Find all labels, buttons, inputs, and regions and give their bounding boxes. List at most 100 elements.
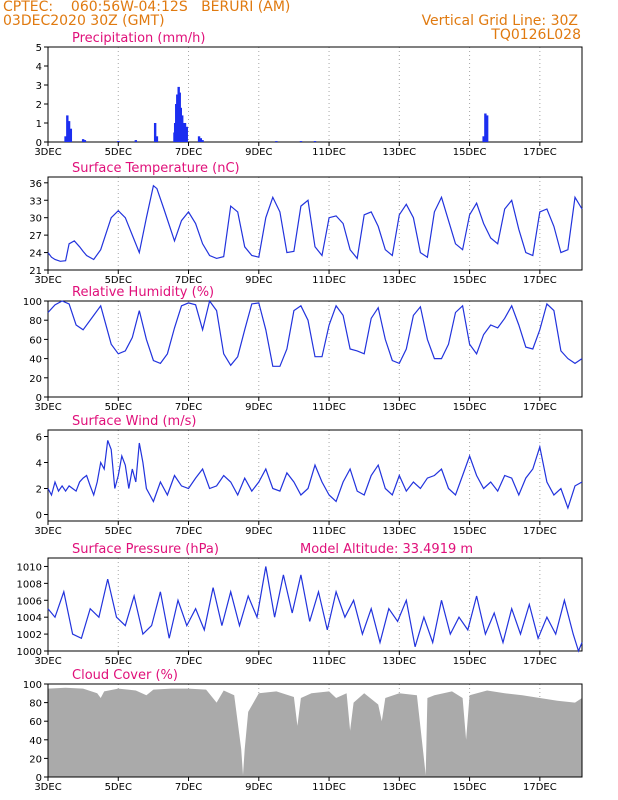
x-tick-label: 13DEC — [382, 656, 416, 667]
panel-3 — [44, 299, 583, 401]
x-tick-label: 7DEC — [175, 782, 202, 793]
y-tick-label: 6 — [36, 433, 42, 444]
x-tick-label: 9DEC — [245, 656, 272, 667]
series-line — [47, 566, 583, 653]
y-tick-label: 40 — [29, 355, 42, 366]
precip-bar — [117, 141, 120, 142]
series-line — [47, 299, 583, 367]
panel-2 — [44, 176, 583, 274]
y-tick-label: 60 — [29, 335, 42, 346]
x-tick-label: 17DEC — [523, 656, 557, 667]
panel-frame — [47, 176, 583, 271]
y-tick-label: 0 — [36, 773, 42, 784]
precip-bar — [482, 136, 485, 142]
grid-line-note: Vertical Grid Line: 30Z — [421, 13, 578, 29]
x-tick-label: 5DEC — [105, 275, 132, 286]
station-header: CPTEC: 060:56W-04:12S BERURI (AM) — [3, 0, 291, 15]
x-tick-label: 13DEC — [382, 526, 416, 537]
y-tick-label: 2 — [36, 485, 42, 496]
y-tick-label: 36 — [29, 179, 42, 190]
x-tick-label: 17DEC — [523, 782, 557, 793]
x-tick-label: 15DEC — [453, 402, 487, 413]
y-tick-label: 1004 — [17, 613, 42, 624]
y-tick-label: 4 — [36, 459, 42, 470]
x-tick-label: 11DEC — [312, 402, 346, 413]
y-tick-label: 3 — [36, 81, 42, 92]
model-code: TQ0126L028 — [491, 27, 581, 43]
x-tick-label: 17DEC — [523, 275, 557, 286]
panel-title: Relative Humidity (%) — [72, 285, 214, 300]
y-tick-label: 33 — [29, 196, 42, 207]
precip-bar — [485, 115, 489, 142]
y-tick-label: 1010 — [17, 562, 42, 573]
x-tick-label: 3DEC — [34, 402, 61, 413]
precip-bar — [155, 136, 159, 142]
x-tick-label: 7DEC — [175, 275, 202, 286]
y-tick-label: 60 — [29, 717, 42, 728]
x-tick-label: 13DEC — [382, 782, 416, 793]
y-tick-label: 20 — [29, 374, 42, 385]
y-tick-label: 0 — [36, 393, 42, 404]
x-tick-label: 11DEC — [312, 526, 346, 537]
y-tick-label: 27 — [29, 231, 42, 242]
y-tick-label: 1008 — [17, 579, 42, 590]
y-tick-label: 20 — [29, 754, 42, 765]
forecast-date: 03DEC2020 30Z (GMT) — [3, 13, 165, 29]
y-tick-label: 5 — [36, 43, 42, 54]
panel-title: Surface Temperature (nC) — [72, 161, 240, 176]
y-tick-label: 24 — [29, 249, 42, 260]
y-tick-label: 30 — [29, 214, 42, 225]
x-tick-label: 17DEC — [523, 526, 557, 537]
precip-bar — [176, 94, 179, 142]
x-tick-label: 15DEC — [453, 147, 487, 158]
precip-bar — [299, 141, 303, 142]
precip-bar — [275, 141, 278, 142]
x-tick-label: 7DEC — [175, 526, 202, 537]
x-tick-label: 7DEC — [175, 656, 202, 667]
cloud-area — [48, 687, 582, 777]
x-tick-label: 7DEC — [175, 402, 202, 413]
x-tick-label: 3DEC — [34, 782, 61, 793]
panel-annotation: Model Altitude: 33.4919 m — [300, 542, 473, 557]
precip-bar — [153, 123, 157, 142]
panel-title: Precipitation (mm/h) — [72, 31, 205, 46]
y-tick-label: 100 — [23, 297, 42, 308]
x-tick-label: 5DEC — [105, 147, 132, 158]
panel-title: Surface Pressure (hPa) — [72, 542, 219, 557]
y-tick-label: 1002 — [17, 630, 42, 641]
precip-bar — [83, 140, 87, 142]
x-tick-label: 3DEC — [34, 656, 61, 667]
x-tick-label: 9DEC — [245, 782, 272, 793]
panel-frame — [47, 557, 583, 652]
y-tick-label: 1 — [36, 119, 42, 130]
precip-bar — [484, 113, 487, 142]
x-tick-label: 5DEC — [105, 526, 132, 537]
series-line — [47, 440, 583, 510]
panel-1 — [44, 46, 583, 146]
precip-bar — [185, 126, 188, 142]
x-tick-label: 9DEC — [245, 147, 272, 158]
x-tick-label: 13DEC — [382, 275, 416, 286]
x-tick-label: 9DEC — [245, 402, 272, 413]
precip-bar — [197, 136, 201, 142]
precip-bar — [64, 136, 67, 142]
panel-6 — [44, 683, 583, 781]
x-tick-label: 7DEC — [175, 147, 202, 158]
precip-bar — [183, 123, 187, 142]
x-tick-label: 17DEC — [523, 147, 557, 158]
y-tick-label: 21 — [29, 266, 42, 277]
x-tick-label: 15DEC — [453, 526, 487, 537]
y-tick-label: 100 — [23, 680, 42, 691]
x-tick-label: 17DEC — [523, 402, 557, 413]
panel-frame — [47, 46, 583, 143]
x-tick-label: 11DEC — [312, 275, 346, 286]
x-tick-label: 3DEC — [34, 147, 61, 158]
precip-bar — [69, 128, 73, 142]
x-tick-label: 5DEC — [105, 402, 132, 413]
panel-frame — [47, 300, 583, 398]
x-tick-label: 11DEC — [312, 656, 346, 667]
x-tick-label: 15DEC — [453, 275, 487, 286]
y-tick-label: 2 — [36, 100, 42, 111]
precip-bar — [67, 121, 71, 142]
